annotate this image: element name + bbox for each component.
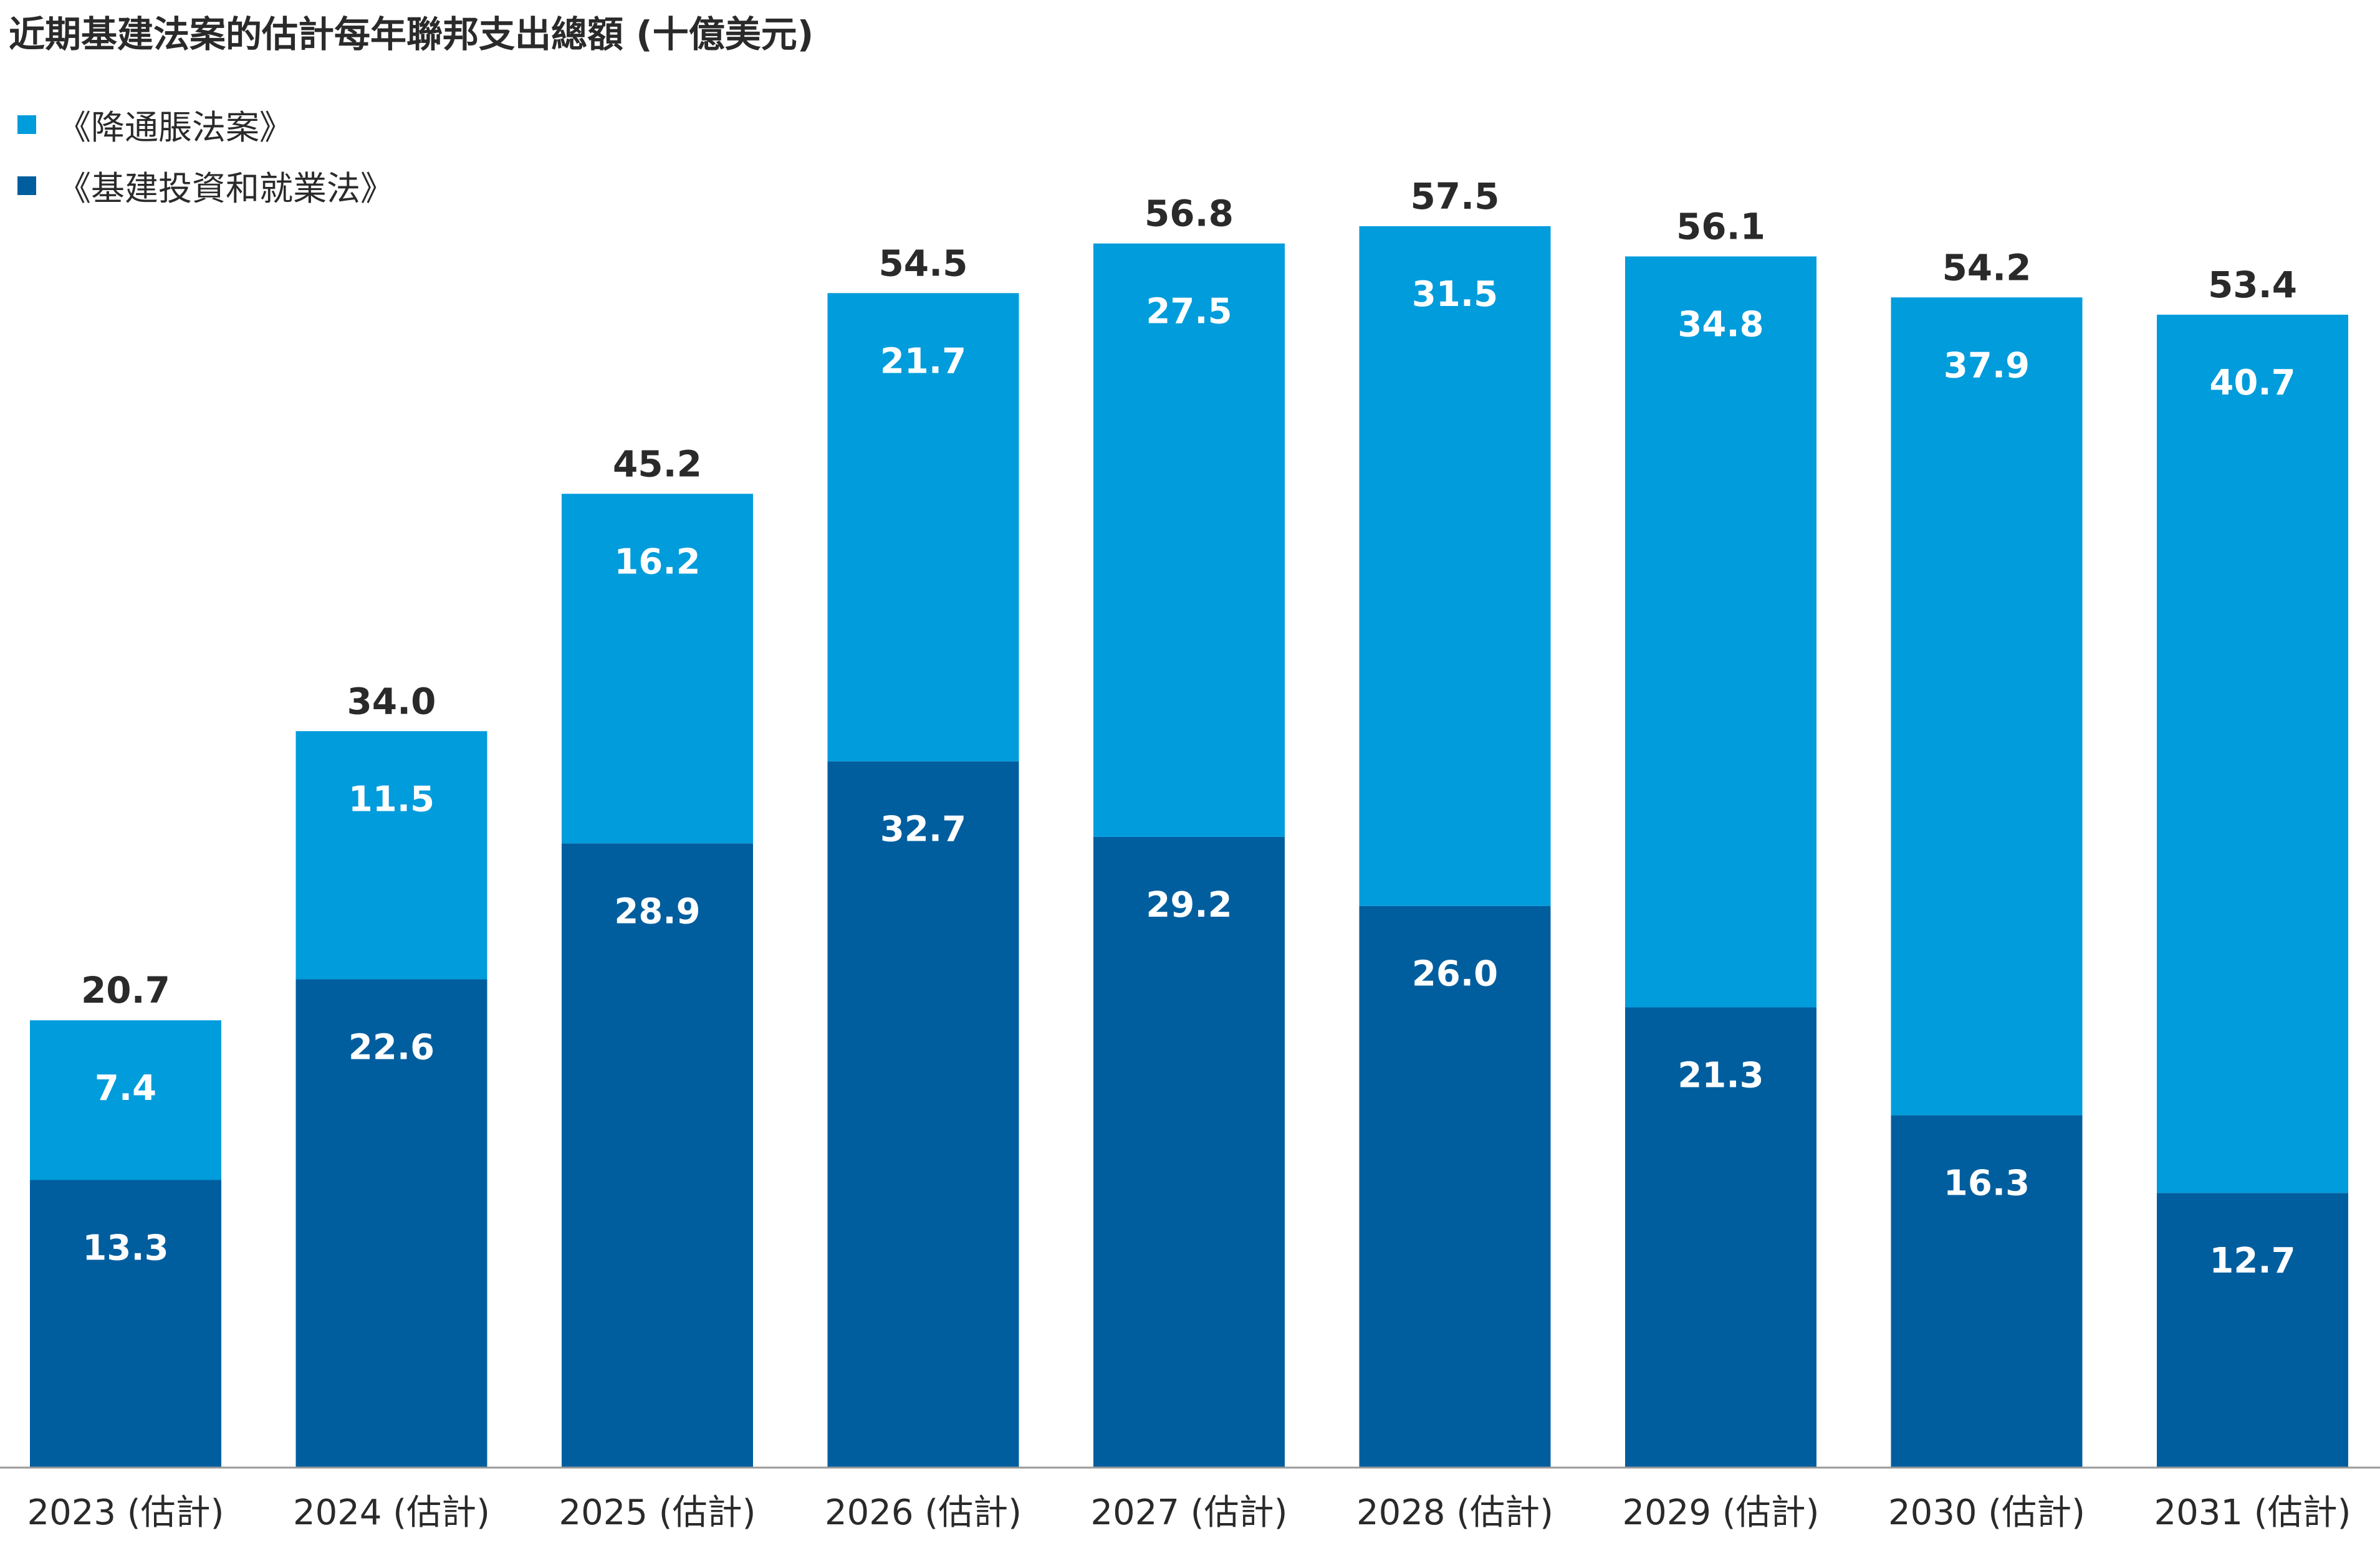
data-label-iija: 32.7 [880, 810, 966, 850]
data-label-iija: 12.7 [2209, 1241, 2295, 1281]
bar-segment-iija [562, 843, 753, 1467]
data-label-iija: 28.9 [614, 891, 700, 932]
data-label-ira: 16.2 [614, 542, 700, 582]
data-label-iija: 26.0 [1412, 954, 1498, 995]
bar-segment-iija [827, 761, 1019, 1467]
bar-segment-iija [295, 979, 487, 1467]
data-label-ira: 11.5 [348, 779, 434, 819]
x-tick-label: 2023 (估計) [27, 1493, 224, 1533]
data-label-total: 53.4 [2208, 264, 2297, 306]
data-label-ira: 40.7 [2209, 363, 2295, 403]
legend-item-iija: 《基建投資和就業法》 [17, 161, 394, 210]
bar-segment-ira [30, 1020, 221, 1180]
bar-segment-ira [2157, 314, 2348, 1193]
x-tick-label: 2030 (估計) [1888, 1493, 2085, 1533]
data-label-iija: 22.6 [348, 1027, 434, 1068]
bar-segment-ira [1359, 226, 1551, 906]
chart-title: 近期基建法案的估計每年聯邦支出總額 (十億美元) [9, 13, 814, 55]
x-tick-label: 2028 (估計) [1356, 1493, 1553, 1533]
data-label-ira: 37.9 [1944, 345, 2030, 386]
data-label-total: 56.8 [1144, 193, 1234, 235]
legend-swatch-ira [17, 115, 36, 134]
bar-segment-iija [1093, 836, 1285, 1467]
legend-item-ira: 《降通脹法案》 [17, 100, 293, 149]
bar-group [30, 226, 2348, 1467]
data-label-ira: 21.7 [880, 341, 966, 381]
x-tick-label: 2024 (估計) [293, 1493, 490, 1533]
data-label-total: 56.1 [1676, 205, 1765, 247]
bar-segment-ira [1093, 243, 1285, 837]
bar-segment-ira [827, 293, 1019, 762]
data-label-ira: 31.5 [1412, 274, 1498, 315]
bar-segment-iija [1891, 1115, 2083, 1467]
bar-segment-ira [562, 494, 753, 844]
bar-segment-iija [1359, 905, 1551, 1467]
legend-label-iija: 《基建投資和就業法》 [57, 169, 394, 208]
x-tick-label: 2027 (估計) [1090, 1493, 1287, 1533]
data-label-ira: 27.5 [1146, 292, 1232, 332]
bar-segment-iija [30, 1180, 221, 1467]
data-label-iija: 13.3 [82, 1228, 168, 1268]
data-label-ira: 7.4 [95, 1068, 156, 1109]
bar-segment-ira [1891, 297, 2083, 1115]
data-label-total: 34.0 [347, 680, 436, 722]
data-label-total: 57.5 [1410, 175, 1499, 217]
data-label-total: 45.2 [613, 442, 702, 485]
x-tick-label: 2025 (估計) [559, 1493, 756, 1533]
data-label-total: 54.5 [878, 242, 967, 284]
bar-segment-iija [2157, 1193, 2348, 1467]
bar-segment-ira [1625, 256, 1816, 1008]
data-label-iija: 21.3 [1677, 1055, 1763, 1096]
legend-label-ira: 《降通脹法案》 [57, 108, 293, 147]
label-group: 13.3 7.4 20.7 2023 (估計) 22.6 11.5 34.0 2024 (估計… [27, 175, 2351, 1533]
x-tick-label: 2031 (估計) [2154, 1493, 2351, 1533]
data-label-iija: 29.2 [1146, 885, 1232, 925]
data-label-total: 20.7 [81, 969, 170, 1011]
data-label-total: 54.2 [1942, 246, 2031, 289]
bar-segment-iija [1625, 1007, 1816, 1467]
data-label-ira: 34.8 [1677, 304, 1763, 345]
x-tick-label: 2029 (估計) [1622, 1493, 1819, 1533]
bar-segment-ira [295, 731, 487, 980]
legend-swatch-iija [17, 176, 36, 195]
x-tick-label: 2026 (估計) [825, 1493, 1022, 1533]
data-label-iija: 16.3 [1944, 1163, 2030, 1204]
